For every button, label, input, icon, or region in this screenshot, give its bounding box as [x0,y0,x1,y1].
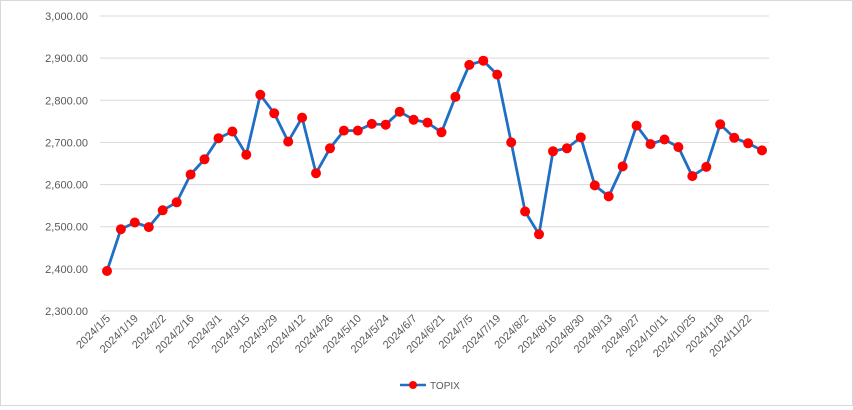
data-point [157,205,168,216]
data-point [673,142,684,153]
data-point [743,138,754,149]
data-point [199,154,210,165]
data-point [283,136,294,147]
data-point [617,161,628,172]
data-point [171,197,182,208]
y-tick-label: 2,600.00 [45,180,88,192]
data-point [366,118,377,129]
data-point [115,224,126,235]
data-point [548,146,558,157]
y-tick-label: 3,000.00 [45,11,88,23]
data-point [715,119,726,130]
data-point [757,145,767,156]
data-point [297,112,308,123]
legend-label-topix: TOPIX [430,381,460,392]
data-point [729,132,740,143]
data-point [380,119,391,130]
y-tick-label: 2,800.00 [45,95,88,107]
data-point [143,222,154,233]
y-tick-label: 2,300.00 [45,306,88,318]
data-point [575,132,586,143]
data-point [255,89,266,100]
y-tick-label: 2,500.00 [45,222,88,234]
y-tick-label: 2,700.00 [45,137,88,149]
data-point [338,125,349,136]
data-point [352,125,363,136]
data-point [534,229,544,240]
y-tick-label: 2,400.00 [45,264,88,276]
data-point [631,120,642,131]
data-point [325,143,335,154]
data-point [520,206,531,217]
data-point [492,69,503,80]
data-point [450,91,461,102]
data-point [102,266,112,276]
data-point [436,127,447,138]
data-point [659,134,670,145]
data-point [311,168,321,179]
data-point [687,171,698,182]
data-point [603,191,614,202]
data-point [129,217,140,228]
data-point [701,161,712,172]
legend: TOPIX [400,381,460,392]
y-tick-label: 2,900.00 [45,53,88,65]
data-point [561,143,572,154]
data-point [185,169,196,180]
data-point [464,59,475,70]
series-topix [102,55,767,276]
series-line [105,59,763,272]
data-point [478,55,489,66]
data-point [422,117,433,128]
x-axis-labels: 2024/1/52024/1/192024/2/22024/2/162024/3… [74,313,754,360]
data-point [227,126,238,137]
y-axis-labels: 2,300.00 2,400.00 2,500.00 2,600.00 2,700.00… [45,11,88,318]
gridlines [100,15,769,312]
data-point [241,149,252,160]
legend-marker-swatch [409,381,417,389]
data-point [269,108,280,119]
data-point [394,106,405,117]
data-point [506,137,517,148]
data-point [589,180,600,191]
data-point [408,114,419,125]
data-point [645,139,656,150]
data-point [213,133,224,144]
